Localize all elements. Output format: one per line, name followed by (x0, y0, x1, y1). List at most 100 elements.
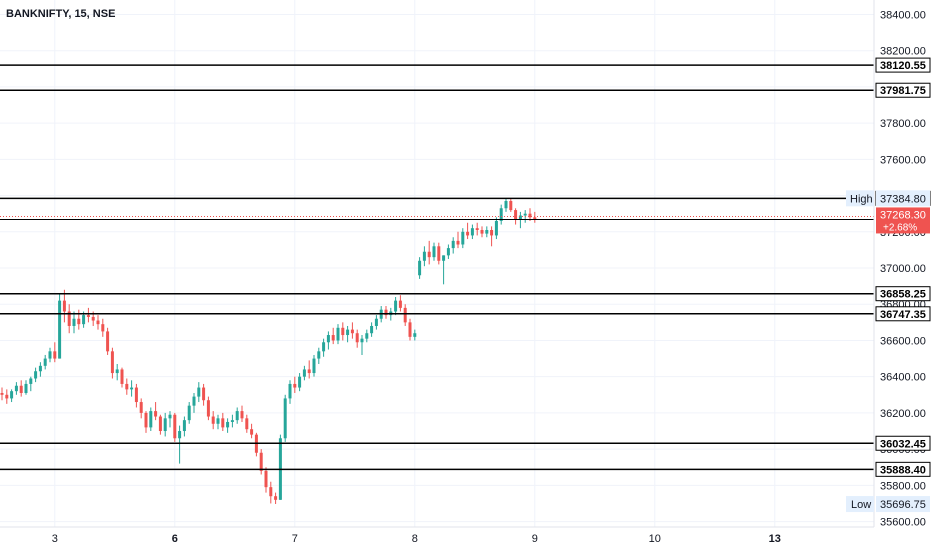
candle-body (72, 318, 76, 326)
candle-body (206, 400, 210, 417)
candle-body (115, 369, 119, 374)
candle-body (394, 300, 398, 312)
candle-body (475, 228, 479, 230)
last-price-change: +2.68% (883, 222, 917, 233)
candle-body (197, 387, 201, 397)
candle-body (14, 385, 18, 392)
candle-body (134, 387, 138, 403)
candle-body (29, 378, 33, 384)
grid-layer (0, 0, 874, 527)
candle-body (43, 358, 47, 366)
candle-body (408, 322, 412, 337)
candle-body (480, 229, 484, 234)
candle-body (120, 369, 124, 384)
candle-body (226, 421, 230, 428)
candle-body (432, 246, 436, 258)
candle-body (154, 411, 158, 417)
candle-body (250, 429, 254, 435)
level-price-label: 36747.35 (880, 309, 926, 321)
candle-body (10, 391, 14, 399)
candle-body (86, 315, 90, 317)
level-price-box (875, 461, 931, 477)
candle-body (163, 418, 167, 432)
candle-body (91, 316, 95, 321)
level-price-box (875, 286, 931, 302)
candle-body (384, 309, 388, 316)
candle-body (216, 418, 220, 424)
candle-body (427, 251, 431, 258)
candle-body (504, 201, 508, 209)
candle-body (466, 231, 470, 236)
y-tick-label: 37800.00 (880, 118, 926, 130)
candle-body (158, 416, 162, 432)
high-tag: High (850, 193, 873, 205)
level-price-box (875, 435, 931, 451)
candle-body (77, 318, 81, 325)
candle-body (96, 320, 100, 325)
candle-body (82, 315, 86, 325)
y-tick-label: 35600.00 (880, 517, 926, 529)
x-tick-label: 7 (292, 533, 298, 545)
y-tick-label: 38400.00 (880, 9, 926, 21)
candle-body (485, 229, 489, 234)
level-price-label: 36032.45 (880, 438, 926, 450)
candle-body (365, 333, 369, 339)
candle-body (221, 418, 225, 428)
candle-body (470, 228, 474, 236)
candle-body (5, 394, 9, 399)
candle-body (53, 351, 57, 359)
candle-body (168, 414, 172, 419)
candle-body (235, 411, 239, 421)
level-price-box (875, 57, 931, 73)
y-tick-label: 36600.00 (880, 335, 926, 347)
low-tag: Low (851, 499, 871, 511)
candle-body (336, 327, 340, 341)
last-price-tag (876, 207, 930, 234)
candle-body (317, 351, 321, 359)
candle-body (19, 385, 23, 393)
candle-layer (0, 198, 537, 505)
candle-body (67, 311, 71, 326)
candle-body (350, 329, 354, 334)
candle-body (106, 331, 110, 352)
level-line-layer (0, 64, 874, 471)
y-tick-label: 36400.00 (880, 372, 926, 384)
candle-body (125, 383, 129, 390)
candle-body (259, 452, 263, 471)
candle-body (24, 383, 28, 393)
x-tick-label: 8 (412, 533, 418, 545)
candle-body (38, 365, 42, 372)
level-price-box (875, 306, 931, 322)
candle-body (211, 416, 215, 424)
candle-body (283, 398, 287, 439)
candle-body (58, 300, 62, 359)
candle-body (456, 240, 460, 245)
symbol-title: BANKNIFTY, 15, NSE (6, 8, 116, 20)
x-tick-label: 3 (52, 533, 58, 545)
level-price-label: 38120.55 (880, 60, 926, 72)
candle-body (461, 231, 465, 245)
x-tick-label: 10 (649, 533, 661, 545)
candle-body (288, 383, 292, 399)
candle-body (442, 255, 446, 261)
y-tick-label: 35800.00 (880, 480, 926, 492)
candle-body (245, 418, 249, 430)
candle-body (355, 333, 359, 343)
candle-body (509, 201, 513, 211)
candle-body (130, 387, 134, 390)
candle-body (403, 307, 407, 323)
candle-body (490, 229, 494, 236)
candle-body (518, 215, 522, 220)
candle-body (312, 358, 316, 374)
x-tick-label: 6 (172, 533, 178, 545)
x-tick-label: 13 (769, 533, 781, 545)
candle-body (499, 208, 503, 221)
candle-body (370, 325, 374, 334)
candle-body (528, 213, 532, 218)
candle-body (202, 387, 206, 401)
candle-body (298, 376, 302, 388)
price-label-layer: 38120.55 37981.75 37384.80 36858.25 36747.35… (846, 57, 931, 513)
candle-body (326, 335, 330, 343)
candle-body (182, 420, 186, 432)
